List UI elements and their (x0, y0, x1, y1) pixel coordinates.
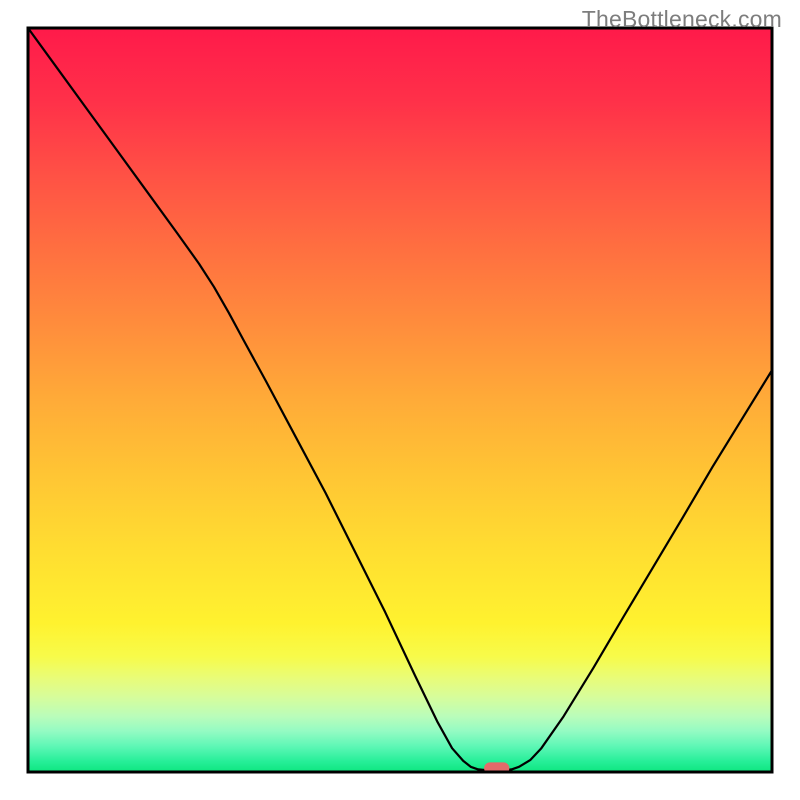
bottleneck-chart (0, 0, 800, 800)
watermark-text: TheBottleneck.com (582, 6, 782, 33)
chart-background (28, 28, 772, 772)
chart-frame: TheBottleneck.com (0, 0, 800, 800)
